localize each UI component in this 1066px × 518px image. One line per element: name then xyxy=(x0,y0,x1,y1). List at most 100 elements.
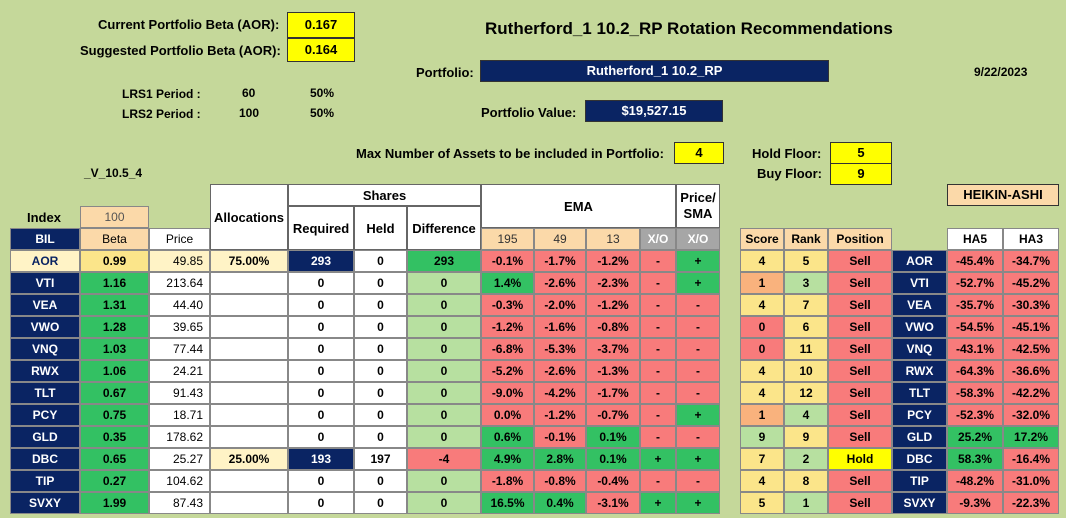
index-value[interactable]: 100 xyxy=(80,206,149,228)
cell-ha3[interactable]: -36.6% xyxy=(1003,360,1059,382)
cell-e49[interactable]: 2.8% xyxy=(534,448,586,470)
cell-score[interactable]: 4 xyxy=(740,250,784,272)
cell-rank[interactable]: 8 xyxy=(784,470,828,492)
cell-beta[interactable]: 0.65 xyxy=(80,448,149,470)
cell-score[interactable]: 9 xyxy=(740,426,784,448)
cell-pos[interactable]: Sell xyxy=(828,338,892,360)
cell-held[interactable]: 0 xyxy=(354,294,407,316)
cell-req[interactable]: 0 xyxy=(288,382,354,404)
cell-alloc[interactable] xyxy=(210,404,288,426)
cell-t[interactable]: DBC xyxy=(10,448,80,470)
cell-xo[interactable]: - xyxy=(640,272,676,294)
cell-price[interactable]: 77.44 xyxy=(149,338,210,360)
cell-psma[interactable]: - xyxy=(676,470,720,492)
cell-e195[interactable]: -5.2% xyxy=(481,360,534,382)
cell-alloc[interactable] xyxy=(210,338,288,360)
cell-alloc[interactable] xyxy=(210,492,288,514)
cell-alloc[interactable] xyxy=(210,316,288,338)
cell-score[interactable]: 0 xyxy=(740,316,784,338)
cell-psma[interactable]: - xyxy=(676,382,720,404)
ha-ticker[interactable]: PCY xyxy=(892,404,947,426)
buy-floor-value[interactable]: 9 xyxy=(830,163,892,185)
cell-psma[interactable]: + xyxy=(676,250,720,272)
cell-e13[interactable]: -0.4% xyxy=(586,470,640,492)
cell-held[interactable]: 0 xyxy=(354,250,407,272)
cell-ha5[interactable]: -9.3% xyxy=(947,492,1003,514)
cell-e13[interactable]: -3.7% xyxy=(586,338,640,360)
cell-e49[interactable]: -2.6% xyxy=(534,272,586,294)
cell-ha5[interactable]: 25.2% xyxy=(947,426,1003,448)
cell-diff[interactable]: 0 xyxy=(407,404,481,426)
ha-ticker[interactable]: DBC xyxy=(892,448,947,470)
cell-xo[interactable]: - xyxy=(640,382,676,404)
cell-e49[interactable]: -1.2% xyxy=(534,404,586,426)
cell-e195[interactable]: -1.2% xyxy=(481,316,534,338)
cell-ha3[interactable]: -45.2% xyxy=(1003,272,1059,294)
ha-ticker[interactable]: GLD xyxy=(892,426,947,448)
cell-e195[interactable]: 0.6% xyxy=(481,426,534,448)
cell-t[interactable]: VTI xyxy=(10,272,80,294)
cell-alloc[interactable] xyxy=(210,294,288,316)
cell-alloc[interactable] xyxy=(210,470,288,492)
cell-xo[interactable]: - xyxy=(640,360,676,382)
cell-pos[interactable]: Sell xyxy=(828,316,892,338)
cell-e195[interactable]: -9.0% xyxy=(481,382,534,404)
cell-req[interactable]: 193 xyxy=(288,448,354,470)
cell-pos[interactable]: Sell xyxy=(828,294,892,316)
cell-req[interactable]: 0 xyxy=(288,470,354,492)
cell-alloc[interactable] xyxy=(210,272,288,294)
cell-e13[interactable]: 0.1% xyxy=(586,426,640,448)
cell-xo[interactable]: - xyxy=(640,316,676,338)
cell-ha3[interactable]: -42.2% xyxy=(1003,382,1059,404)
cell-beta[interactable]: 1.99 xyxy=(80,492,149,514)
cell-alloc[interactable]: 75.00% xyxy=(210,250,288,272)
cell-beta[interactable]: 0.75 xyxy=(80,404,149,426)
cell-held[interactable]: 0 xyxy=(354,360,407,382)
cell-held[interactable]: 0 xyxy=(354,316,407,338)
cell-t[interactable]: VNQ xyxy=(10,338,80,360)
cell-rank[interactable]: 5 xyxy=(784,250,828,272)
cell-beta[interactable]: 0.67 xyxy=(80,382,149,404)
cell-price[interactable]: 25.27 xyxy=(149,448,210,470)
cell-pos[interactable]: Sell xyxy=(828,404,892,426)
cell-e13[interactable]: -2.3% xyxy=(586,272,640,294)
cell-diff[interactable]: 293 xyxy=(407,250,481,272)
ha-ticker[interactable]: VNQ xyxy=(892,338,947,360)
cell-ha5[interactable]: -52.3% xyxy=(947,404,1003,426)
cell-price[interactable]: 91.43 xyxy=(149,382,210,404)
max-assets-value[interactable]: 4 xyxy=(674,142,724,164)
cell-ha5[interactable]: -43.1% xyxy=(947,338,1003,360)
cell-t[interactable]: RWX xyxy=(10,360,80,382)
cell-ha5[interactable]: -48.2% xyxy=(947,470,1003,492)
cell-alloc[interactable] xyxy=(210,426,288,448)
ha-ticker[interactable]: VTI xyxy=(892,272,947,294)
cell-held[interactable]: 0 xyxy=(354,426,407,448)
hold-floor-value[interactable]: 5 xyxy=(830,142,892,164)
cell-ha3[interactable]: -31.0% xyxy=(1003,470,1059,492)
cell-rank[interactable]: 10 xyxy=(784,360,828,382)
cell-xo[interactable]: + xyxy=(640,448,676,470)
cell-pos[interactable]: Sell xyxy=(828,382,892,404)
cell-diff[interactable]: 0 xyxy=(407,382,481,404)
cell-pos[interactable]: Sell xyxy=(828,492,892,514)
cell-psma[interactable]: - xyxy=(676,294,720,316)
cell-alloc[interactable] xyxy=(210,360,288,382)
cell-rank[interactable]: 1 xyxy=(784,492,828,514)
cell-beta[interactable]: 1.03 xyxy=(80,338,149,360)
cell-ha5[interactable]: -52.7% xyxy=(947,272,1003,294)
cell-rank[interactable]: 2 xyxy=(784,448,828,470)
cell-pos[interactable]: Sell xyxy=(828,250,892,272)
cell-beta[interactable]: 1.16 xyxy=(80,272,149,294)
cell-pos[interactable]: Sell xyxy=(828,272,892,294)
ha-ticker[interactable]: RWX xyxy=(892,360,947,382)
cell-t[interactable]: TLT xyxy=(10,382,80,404)
portfolio-value[interactable]: $19,527.15 xyxy=(585,100,723,122)
cell-ha3[interactable]: -45.1% xyxy=(1003,316,1059,338)
cell-req[interactable]: 0 xyxy=(288,338,354,360)
cell-e13[interactable]: -0.7% xyxy=(586,404,640,426)
cell-psma[interactable]: - xyxy=(676,316,720,338)
cell-e49[interactable]: 0.4% xyxy=(534,492,586,514)
cell-ha3[interactable]: -22.3% xyxy=(1003,492,1059,514)
cell-score[interactable]: 1 xyxy=(740,404,784,426)
cell-e49[interactable]: -0.8% xyxy=(534,470,586,492)
